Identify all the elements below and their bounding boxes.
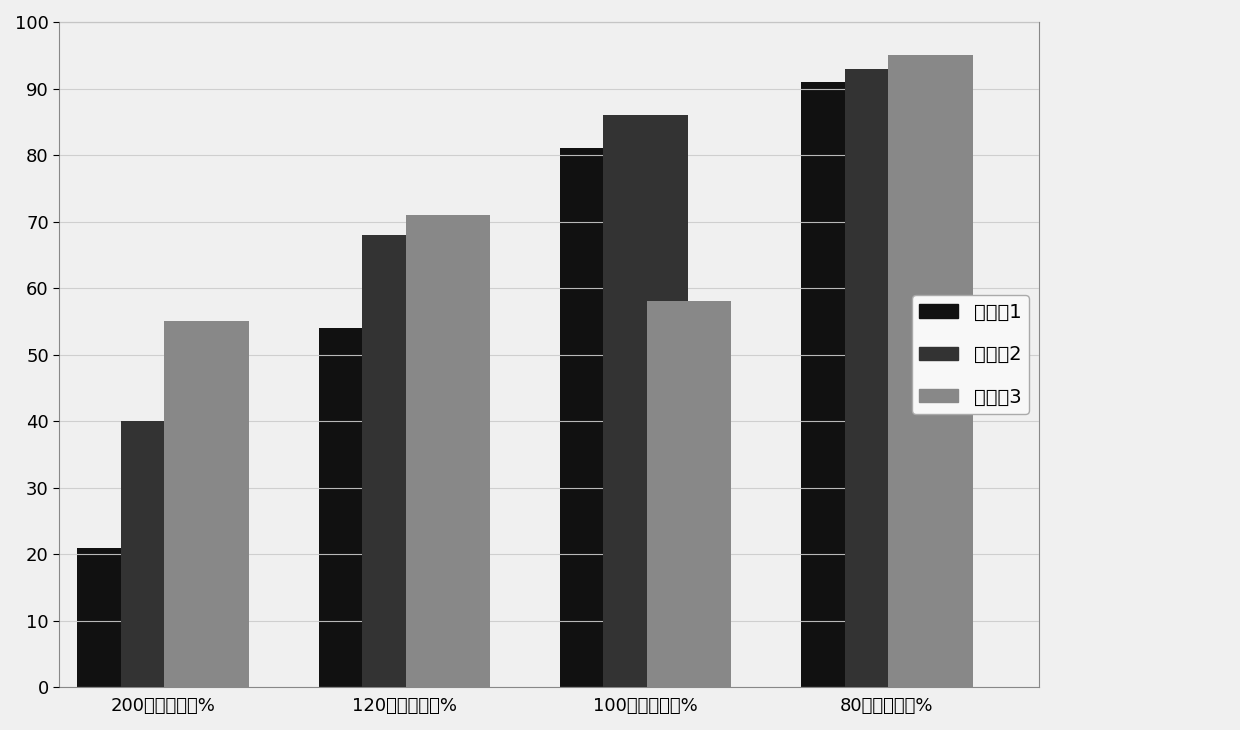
Bar [888, 55, 972, 687]
Bar [405, 215, 490, 687]
Bar [362, 235, 446, 687]
Bar [844, 69, 929, 687]
Bar [604, 115, 688, 687]
Bar [164, 321, 249, 687]
Legend: 实施例1, 实施例2, 实施例3: 实施例1, 实施例2, 实施例3 [911, 295, 1029, 414]
Bar [801, 82, 885, 687]
Bar [120, 421, 206, 687]
Bar [77, 548, 162, 687]
Bar [647, 301, 732, 687]
Bar [560, 148, 645, 687]
Bar [319, 328, 403, 687]
